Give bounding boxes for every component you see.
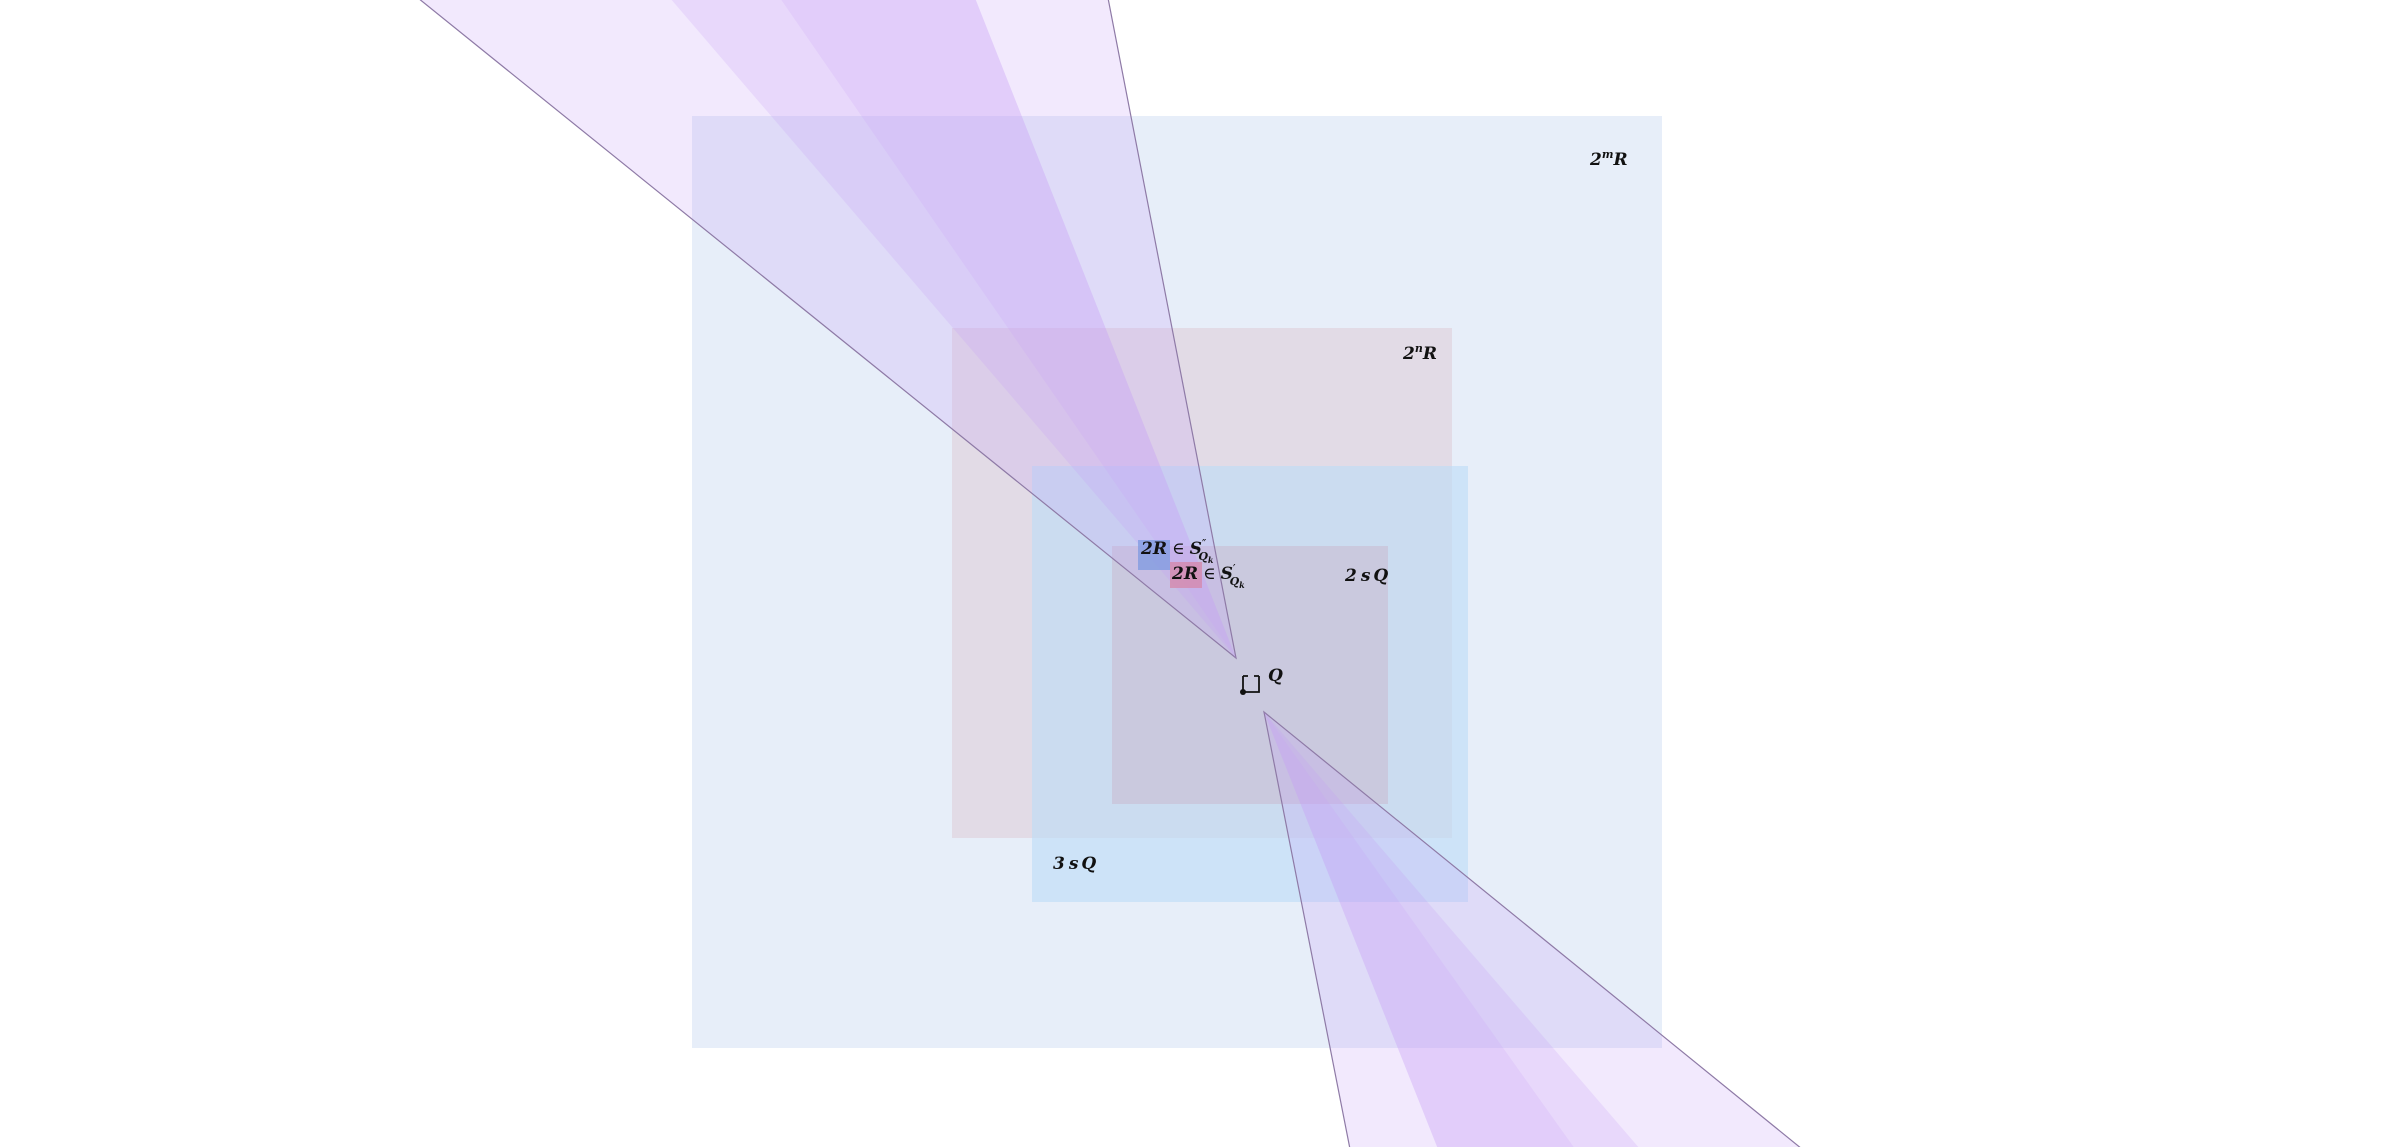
upper-cone-inner xyxy=(781,0,1236,658)
label-Q: Q xyxy=(1268,666,1283,686)
lower-cone-inner xyxy=(1264,712,1574,1147)
small-blue-square xyxy=(1138,540,1170,570)
q-square xyxy=(1240,675,1260,695)
label-2mR: 2mR xyxy=(1589,148,1628,170)
lower-cones xyxy=(1263,710,1801,1147)
label-2R-in-S-prime: 2R ∈ S′ Qk xyxy=(1171,562,1245,590)
lower-cone-outer xyxy=(1263,710,1801,1147)
lower-cone-middle xyxy=(1264,712,1639,1147)
upper-cones xyxy=(419,0,1237,660)
q-corner-dot xyxy=(1240,689,1246,695)
upper-cone-outer xyxy=(419,0,1237,660)
square-2sQ xyxy=(1112,546,1388,804)
label-2nR: 2nR xyxy=(1402,342,1437,364)
upper-cone-middle xyxy=(671,0,1236,658)
label-2R-in-S-double-prime: 2R ∈ S″ Qk xyxy=(1140,537,1214,565)
small-pink-square xyxy=(1170,562,1202,588)
